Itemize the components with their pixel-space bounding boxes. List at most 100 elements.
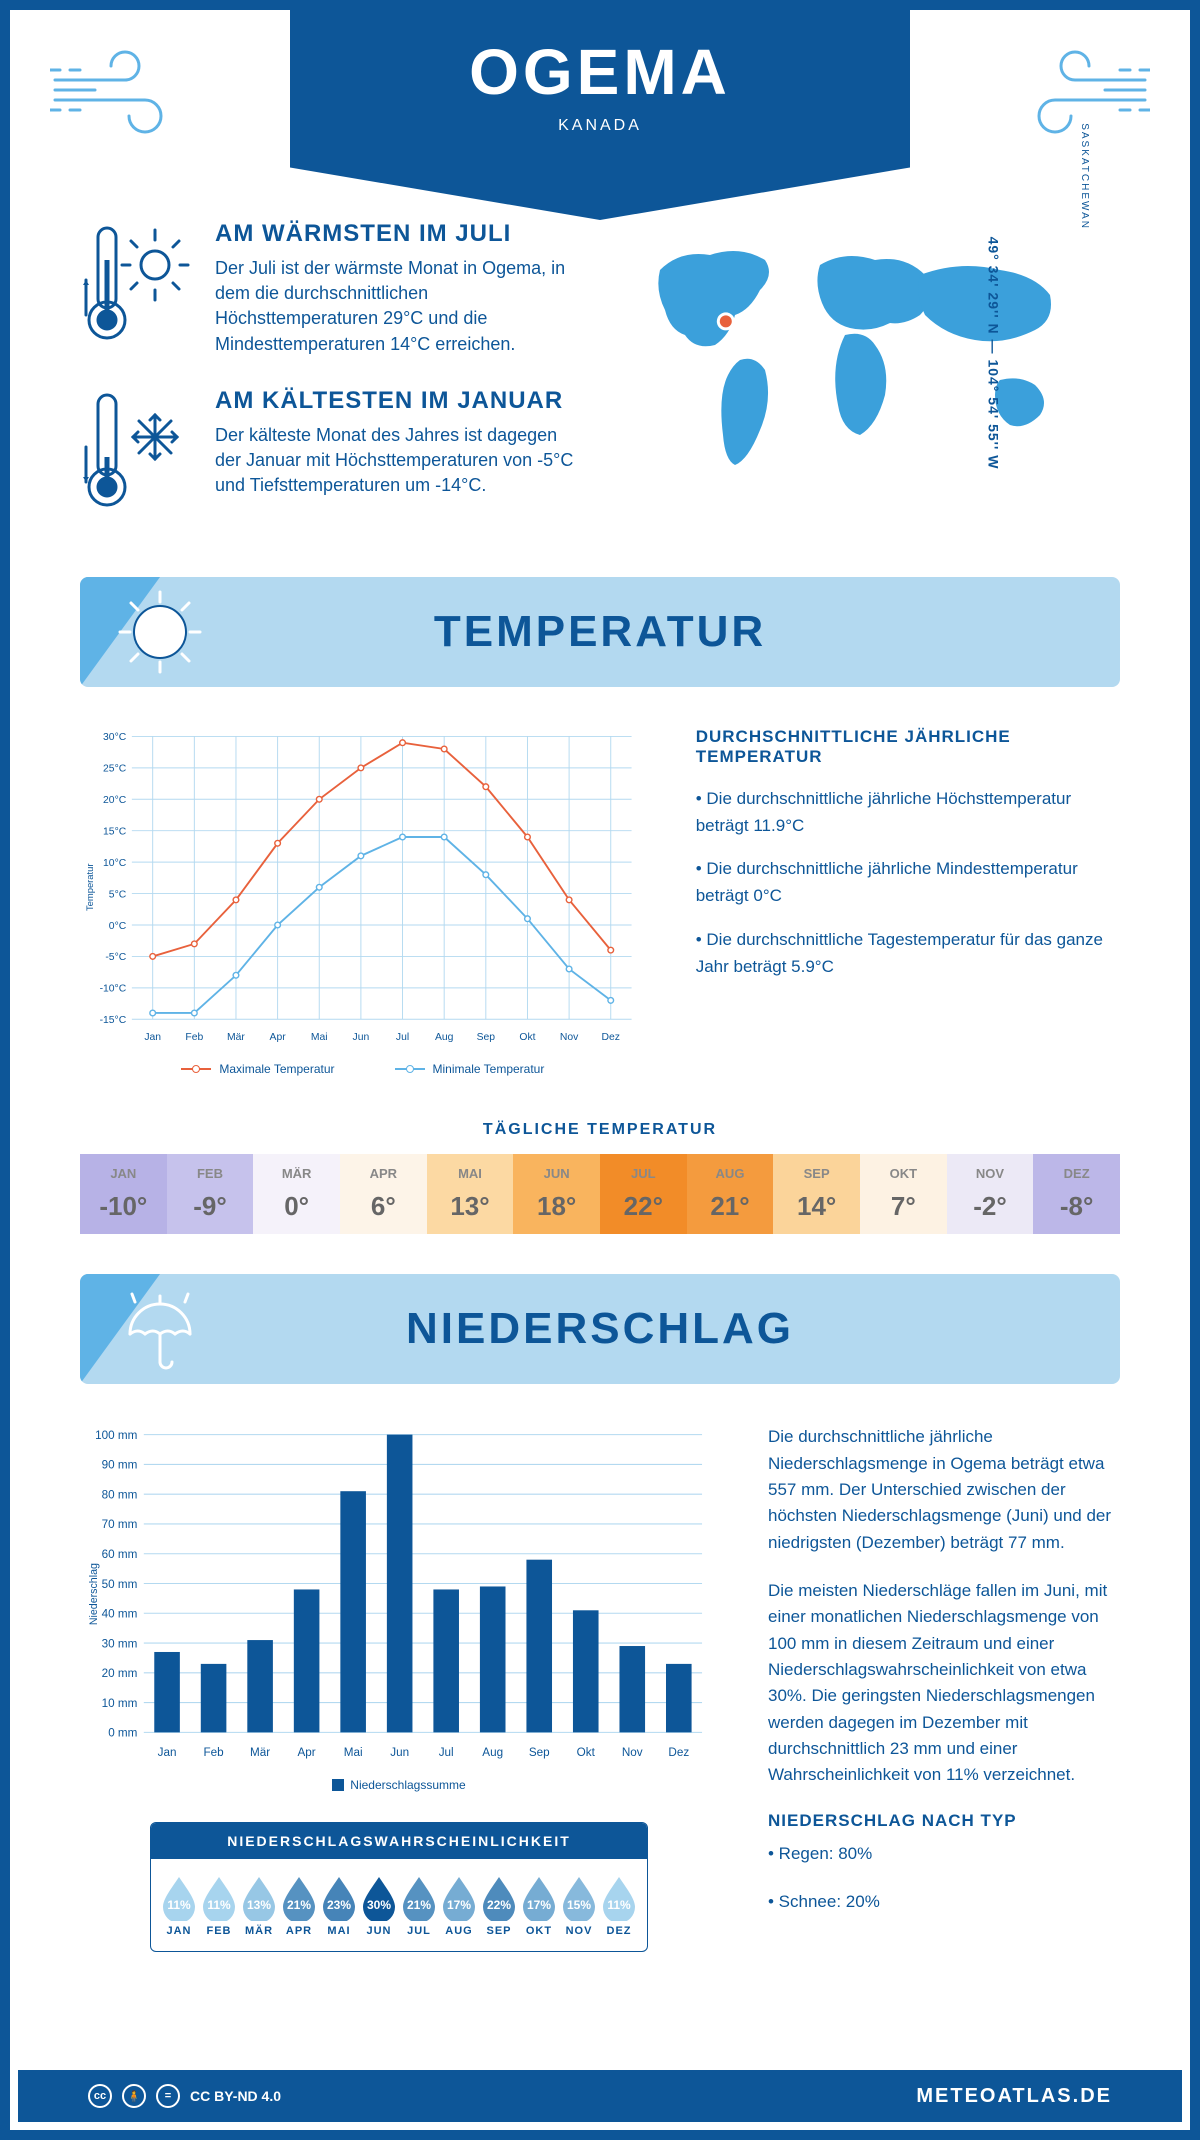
precip-legend-label: Niederschlagssumme bbox=[350, 1778, 465, 1792]
svg-text:-15°C: -15°C bbox=[100, 1015, 127, 1026]
svg-text:Niederschlag: Niederschlag bbox=[88, 1563, 100, 1625]
svg-text:21%: 21% bbox=[407, 1898, 431, 1912]
brand-label: METEOATLAS.DE bbox=[916, 2085, 1112, 2108]
daily-temp-cell: MÄR0° bbox=[253, 1154, 340, 1234]
precipitation-section-header: NIEDERSCHLAG bbox=[80, 1274, 1120, 1384]
daily-temp-cell: OKT7° bbox=[860, 1154, 947, 1234]
precip-prob-cell: 13%MÄR bbox=[239, 1873, 279, 1937]
temperature-info: DURCHSCHNITTLICHE JÄHRLICHE TEMPERATUR •… bbox=[696, 727, 1120, 1077]
svg-text:Dez: Dez bbox=[602, 1032, 620, 1043]
temperature-chart-svg: -15°C-10°C-5°C0°C5°C10°C15°C20°C25°C30°C… bbox=[80, 727, 646, 1048]
precipitation-heading: NIEDERSCHLAG bbox=[80, 1304, 1120, 1354]
svg-text:Jun: Jun bbox=[390, 1746, 409, 1759]
coldest-title: AM KÄLTESTEN IM JANUAR bbox=[215, 387, 580, 415]
precipitation-legend: Niederschlagssumme bbox=[80, 1778, 718, 1792]
daily-temp-cell: JUL22° bbox=[600, 1154, 687, 1234]
svg-text:Aug: Aug bbox=[482, 1746, 503, 1759]
temperature-chart: -15°C-10°C-5°C0°C5°C10°C15°C20°C25°C30°C… bbox=[80, 727, 646, 1077]
warmest-block: AM WÄRMSTEN IM JULI Der Juli ist der wär… bbox=[80, 220, 580, 357]
daily-temp-cell: DEZ-8° bbox=[1033, 1154, 1120, 1234]
precip-prob-cell: 11%DEZ bbox=[599, 1873, 639, 1937]
svg-text:5°C: 5°C bbox=[109, 889, 127, 900]
daily-temp-title: TÄGLICHE TEMPERATUR bbox=[10, 1121, 1190, 1139]
precip-prob-row: 11%JAN11%FEB13%MÄR21%APR23%MAI30%JUN21%J… bbox=[151, 1859, 647, 1937]
cc-icon: cc bbox=[88, 2084, 112, 2108]
daily-temp-cell: SEP14° bbox=[773, 1154, 860, 1234]
map-column: SASKATCHEWAN 49° 34' 29'' N — 104° 54' 5… bbox=[620, 220, 1120, 547]
precip-prob-cell: 15%NOV bbox=[559, 1873, 599, 1937]
license: cc 🧍 = CC BY-ND 4.0 bbox=[88, 2084, 281, 2108]
precip-type-1: • Regen: 80% bbox=[768, 1841, 1120, 1867]
title-banner: OGEMA KANADA bbox=[290, 10, 910, 220]
precipitation-chart-svg: 0 mm10 mm20 mm30 mm40 mm50 mm60 mm70 mm8… bbox=[80, 1424, 718, 1764]
svg-text:Jul: Jul bbox=[396, 1032, 409, 1043]
precip-prob-cell: 11%JAN bbox=[159, 1873, 199, 1937]
footer: cc 🧍 = CC BY-ND 4.0 METEOATLAS.DE bbox=[10, 2050, 1190, 2130]
nd-icon: = bbox=[156, 2084, 180, 2108]
precip-prob-cell: 17%AUG bbox=[439, 1873, 479, 1937]
svg-text:10 mm: 10 mm bbox=[102, 1697, 138, 1710]
svg-text:Jul: Jul bbox=[439, 1746, 454, 1759]
precipitation-chart: 0 mm10 mm20 mm30 mm40 mm50 mm60 mm70 mm8… bbox=[80, 1424, 718, 1991]
svg-text:40 mm: 40 mm bbox=[102, 1608, 138, 1621]
svg-text:Nov: Nov bbox=[622, 1746, 643, 1759]
svg-text:Sep: Sep bbox=[477, 1032, 496, 1043]
thermometer-cold-icon bbox=[80, 387, 190, 517]
svg-text:15°C: 15°C bbox=[103, 826, 127, 837]
svg-text:0 mm: 0 mm bbox=[108, 1727, 137, 1740]
svg-text:10°C: 10°C bbox=[103, 858, 127, 869]
svg-text:25°C: 25°C bbox=[103, 763, 127, 774]
svg-text:Jan: Jan bbox=[158, 1746, 177, 1759]
svg-text:-5°C: -5°C bbox=[105, 952, 126, 963]
svg-text:11%: 11% bbox=[167, 1898, 191, 1912]
temp-info-heading: DURCHSCHNITTLICHE JÄHRLICHE TEMPERATUR bbox=[696, 727, 1120, 767]
svg-text:11%: 11% bbox=[607, 1898, 631, 1912]
daily-temp-cell: NOV-2° bbox=[947, 1154, 1034, 1234]
svg-text:30 mm: 30 mm bbox=[102, 1638, 138, 1651]
svg-text:Jan: Jan bbox=[144, 1032, 161, 1043]
svg-text:Dez: Dez bbox=[668, 1746, 689, 1759]
warmest-title: AM WÄRMSTEN IM JULI bbox=[215, 220, 580, 248]
precip-type-heading: NIEDERSCHLAG NACH TYP bbox=[768, 1811, 1120, 1831]
svg-text:50 mm: 50 mm bbox=[102, 1578, 138, 1591]
precip-prob-cell: 21%JUL bbox=[399, 1873, 439, 1937]
coldest-block: AM KÄLTESTEN IM JANUAR Der kälteste Mona… bbox=[80, 387, 580, 517]
temp-info-b2: • Die durchschnittliche jährliche Mindes… bbox=[696, 855, 1120, 909]
daily-temp-cell: JUN18° bbox=[513, 1154, 600, 1234]
svg-text:30%: 30% bbox=[367, 1898, 391, 1912]
svg-text:11%: 11% bbox=[207, 1898, 231, 1912]
thermometer-hot-icon bbox=[80, 220, 190, 350]
svg-text:17%: 17% bbox=[447, 1898, 471, 1912]
svg-text:20°C: 20°C bbox=[103, 795, 127, 806]
temp-info-b1: • Die durchschnittliche jährliche Höchst… bbox=[696, 785, 1120, 839]
daily-temp-grid: JAN-10°FEB-9°MÄR0°APR6°MAI13°JUN18°JUL22… bbox=[80, 1154, 1120, 1234]
precip-prob-cell: 11%FEB bbox=[199, 1873, 239, 1937]
svg-text:0°C: 0°C bbox=[109, 921, 127, 932]
region-label: SASKATCHEWAN bbox=[1079, 123, 1090, 230]
precip-prob-cell: 30%JUN bbox=[359, 1873, 399, 1937]
world-map-svg bbox=[620, 220, 1080, 480]
page-title: OGEMA bbox=[290, 35, 910, 109]
daily-temp-cell: AUG21° bbox=[687, 1154, 774, 1234]
svg-text:Nov: Nov bbox=[560, 1032, 579, 1043]
precip-prob-cell: 23%MAI bbox=[319, 1873, 359, 1937]
svg-text:70 mm: 70 mm bbox=[102, 1519, 138, 1532]
coldest-text: Der kälteste Monat des Jahres ist dagege… bbox=[215, 423, 580, 499]
daily-temp-cell: APR6° bbox=[340, 1154, 427, 1234]
precip-info-p2: Die meisten Niederschläge fallen im Juni… bbox=[768, 1578, 1120, 1789]
temperature-legend: Maximale Temperatur Minimale Temperatur bbox=[80, 1062, 646, 1076]
coordinates-label: 49° 34' 29'' N — 104° 54' 55'' W bbox=[986, 236, 1002, 469]
svg-text:Okt: Okt bbox=[519, 1032, 535, 1043]
world-map: SASKATCHEWAN 49° 34' 29'' N — 104° 54' 5… bbox=[620, 220, 1080, 485]
svg-text:22%: 22% bbox=[487, 1898, 511, 1912]
license-label: CC BY-ND 4.0 bbox=[190, 2088, 281, 2104]
svg-text:20 mm: 20 mm bbox=[102, 1667, 138, 1680]
svg-text:30°C: 30°C bbox=[103, 732, 127, 743]
svg-text:60 mm: 60 mm bbox=[102, 1548, 138, 1561]
precip-prob-title: NIEDERSCHLAGSWAHRSCHEINLICHKEIT bbox=[151, 1823, 647, 1859]
page-subtitle: KANADA bbox=[290, 117, 910, 135]
svg-text:100 mm: 100 mm bbox=[95, 1429, 137, 1442]
daily-temp-cell: JAN-10° bbox=[80, 1154, 167, 1234]
precip-info-p1: Die durchschnittliche jährliche Niedersc… bbox=[768, 1424, 1120, 1556]
svg-text:Okt: Okt bbox=[577, 1746, 596, 1759]
